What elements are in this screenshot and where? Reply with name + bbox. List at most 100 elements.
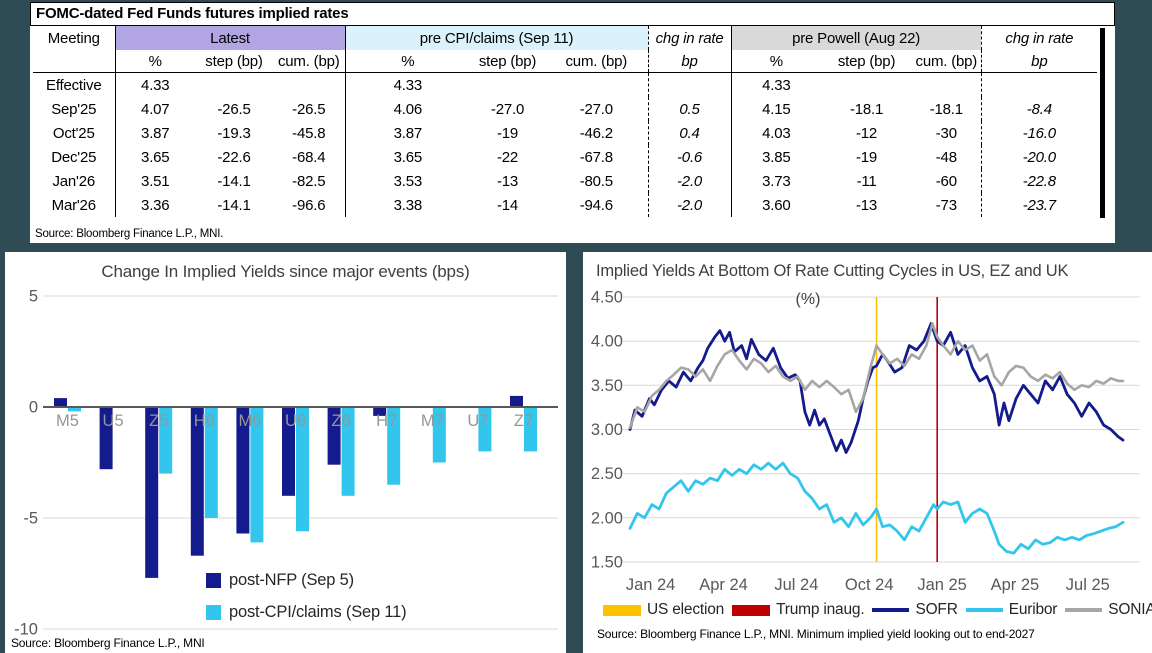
value-cell: -46.2 xyxy=(579,124,613,142)
meeting-cell: Jan'26 xyxy=(52,172,96,190)
x-tick-label: Jan 25 xyxy=(917,576,967,594)
bar xyxy=(282,407,295,496)
sub-header: % xyxy=(114,50,195,73)
value-cell: -19 xyxy=(496,124,519,142)
value-cell: -68.4 xyxy=(292,148,326,166)
value-cell: 4.15 xyxy=(730,97,822,121)
bar-chart-panel: M5 U5 Z5 H6 M6 U6 Z6 H7 M7 U7 Z7 5 0 -5 -10 Change In … xyxy=(5,252,566,653)
bar-chart-title: Change In Implied Yields since major eve… xyxy=(101,262,470,281)
table-right-border-bar xyxy=(1100,28,1105,218)
bar xyxy=(432,407,446,463)
legend-label: post-NFP (Sep 5) xyxy=(229,570,354,589)
sub-header: step (bp) xyxy=(195,50,273,73)
meeting-cell: Mar'26 xyxy=(51,196,96,214)
value-cell: -60 xyxy=(935,172,957,190)
meeting-cell: Sep'25 xyxy=(51,100,97,118)
legend-label: post-CPI/claims (Sep 11) xyxy=(229,602,407,621)
meeting-cell: Dec'25 xyxy=(51,148,97,166)
value-cell xyxy=(821,73,912,98)
table-row: Effective 4.33 4.33 4.33 xyxy=(33,72,1098,98)
value-cell xyxy=(195,73,273,98)
value-cell: -19.3 xyxy=(217,124,251,142)
value-cell: 4.06 xyxy=(344,97,471,121)
x-tick-label: M6 xyxy=(238,412,261,430)
value-cell: -96.6 xyxy=(292,196,326,214)
value-cell xyxy=(545,73,648,98)
bar xyxy=(250,407,264,543)
value-cell: -11 xyxy=(856,172,877,190)
group-header-row: Meeting Latest pre CPI/claims (Sep 11) c… xyxy=(33,26,1098,50)
bar-chart-legend: post-NFP (Sep 5) post-CPI/claims (Sep 11) xyxy=(206,564,407,628)
sub-header: cum. (bp) xyxy=(545,50,649,73)
legend-label: Euribor xyxy=(1008,601,1058,618)
bar xyxy=(341,407,355,496)
value-cell: -23.7 xyxy=(980,193,1098,217)
bar xyxy=(159,407,173,474)
value-cell: 4.33 xyxy=(114,72,195,97)
value-cell: -2.0 xyxy=(647,169,732,193)
value-cell: -67.8 xyxy=(579,148,613,166)
bar xyxy=(145,407,159,578)
value-cell: -26.5 xyxy=(217,100,251,118)
bar xyxy=(54,398,67,407)
value-cell: -8.4 xyxy=(980,97,1098,121)
y-tick-label: 0 xyxy=(29,399,38,417)
value-cell: -18.1 xyxy=(849,100,884,118)
value-cell: -26.5 xyxy=(292,100,326,118)
x-tick-label: Jul 25 xyxy=(1066,576,1110,594)
bar xyxy=(373,407,387,416)
meeting-cell: Oct'25 xyxy=(52,124,95,142)
series-line-sonia xyxy=(628,322,1125,429)
legend-swatch xyxy=(1065,608,1103,612)
line-chart-source: Source: Bloomberg Finance L.P., MNI. Min… xyxy=(597,627,1035,641)
value-cell: 3.51 xyxy=(114,169,195,193)
sub-header-blank xyxy=(33,50,115,73)
legend-swatch xyxy=(603,604,641,616)
value-cell: -73 xyxy=(935,196,957,214)
value-cell: -19 xyxy=(856,148,878,166)
value-cell xyxy=(273,73,345,98)
legend-label: Trump inaug. xyxy=(776,601,865,618)
sub-header: % xyxy=(344,50,471,73)
value-cell: -14.1 xyxy=(217,196,251,214)
x-tick-label: Z7 xyxy=(514,412,533,430)
meeting-cell: Effective xyxy=(46,76,102,94)
group-header-pre-powell: pre Powell (Aug 22) xyxy=(730,26,982,50)
value-cell: -16.0 xyxy=(980,121,1098,145)
x-tick-label: Apr 24 xyxy=(699,576,748,594)
value-cell xyxy=(647,72,732,97)
x-tick-label: Z6 xyxy=(331,412,350,430)
x-tick-label: U7 xyxy=(467,412,488,430)
legend-label: SOFR xyxy=(915,601,958,618)
value-cell: -45.8 xyxy=(292,124,326,142)
y-tick-label: -5 xyxy=(23,510,38,528)
bar xyxy=(190,407,204,556)
bar xyxy=(236,407,250,534)
value-cell: 4.03 xyxy=(730,121,822,145)
group-header-pre-cpi: pre CPI/claims (Sep 11) xyxy=(344,26,649,50)
value-cell: -14.1 xyxy=(217,172,251,190)
bar xyxy=(510,395,523,407)
legend-item: post-CPI/claims (Sep 11) xyxy=(206,596,407,628)
sub-header: bp xyxy=(980,50,1098,73)
value-cell: -20.0 xyxy=(980,145,1098,169)
y-tick-label: 3.50 xyxy=(591,377,623,395)
bar xyxy=(99,407,113,470)
legend-label: SONIA xyxy=(1108,601,1152,618)
table-row: Sep'25 4.07 -26.5 -26.5 4.06 -27.0 -27.0 0.5 4.1… xyxy=(33,97,1098,121)
group-header-chg-2: chg in rate xyxy=(980,26,1098,50)
bar-chart-source: Source: Bloomberg Finance L.P., MNI xyxy=(11,636,205,650)
y-tick-label: 4.50 xyxy=(591,289,623,307)
value-cell: -14 xyxy=(496,196,519,214)
table-row: Oct'25 3.87 -19.3 -45.8 3.87 -19 -46.2 0.4 4.03 -… xyxy=(33,121,1098,145)
line-chart-subtitle: (%) xyxy=(795,291,821,308)
value-cell: 3.87 xyxy=(344,121,471,145)
table-source: Source: Bloomberg Finance L.P., MNI. xyxy=(35,228,224,240)
x-tick-label: Apr 25 xyxy=(991,576,1040,594)
sub-header: cum. (bp) xyxy=(912,50,982,73)
value-cell: -13 xyxy=(496,172,519,190)
y-tick-label: 4.00 xyxy=(591,333,623,351)
y-tick-label: 2.00 xyxy=(591,509,623,527)
value-cell: 3.87 xyxy=(114,121,195,145)
value-cell: -30 xyxy=(935,124,957,142)
